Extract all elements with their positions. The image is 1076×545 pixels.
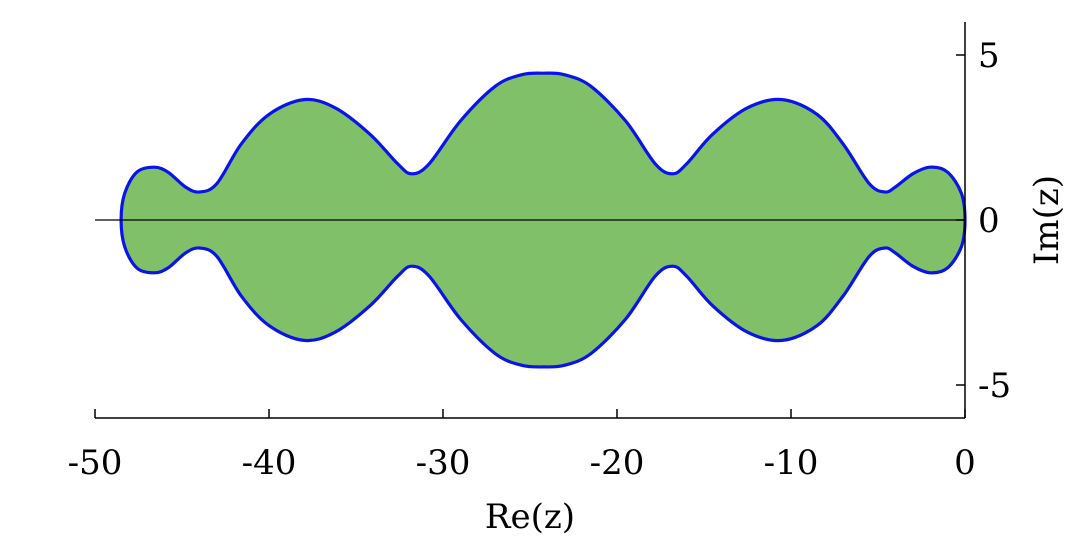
x-tick-label: 0 (954, 443, 976, 483)
x-ticks: -50 -40 -30 -20 -10 0 (68, 409, 976, 483)
y-axis-label: Im(z) (1027, 175, 1067, 265)
plot-area (95, 71, 967, 369)
x-tick-label: -20 (590, 443, 645, 483)
y-tick-label: 0 (978, 201, 1000, 241)
axes: -50 -40 -30 -20 -10 0 -505 (68, 22, 1011, 483)
y-tick-label: 5 (978, 36, 1000, 76)
x-tick-label: -30 (416, 443, 471, 483)
y-tick-label: -5 (978, 366, 1011, 406)
x-tick-label: -10 (764, 443, 819, 483)
y-ticks: -5 0 5 (956, 36, 1011, 406)
x-axis-label: Re(z) (485, 497, 575, 537)
x-tick-label: -50 (68, 443, 123, 483)
x-tick-label: -40 (242, 443, 297, 483)
